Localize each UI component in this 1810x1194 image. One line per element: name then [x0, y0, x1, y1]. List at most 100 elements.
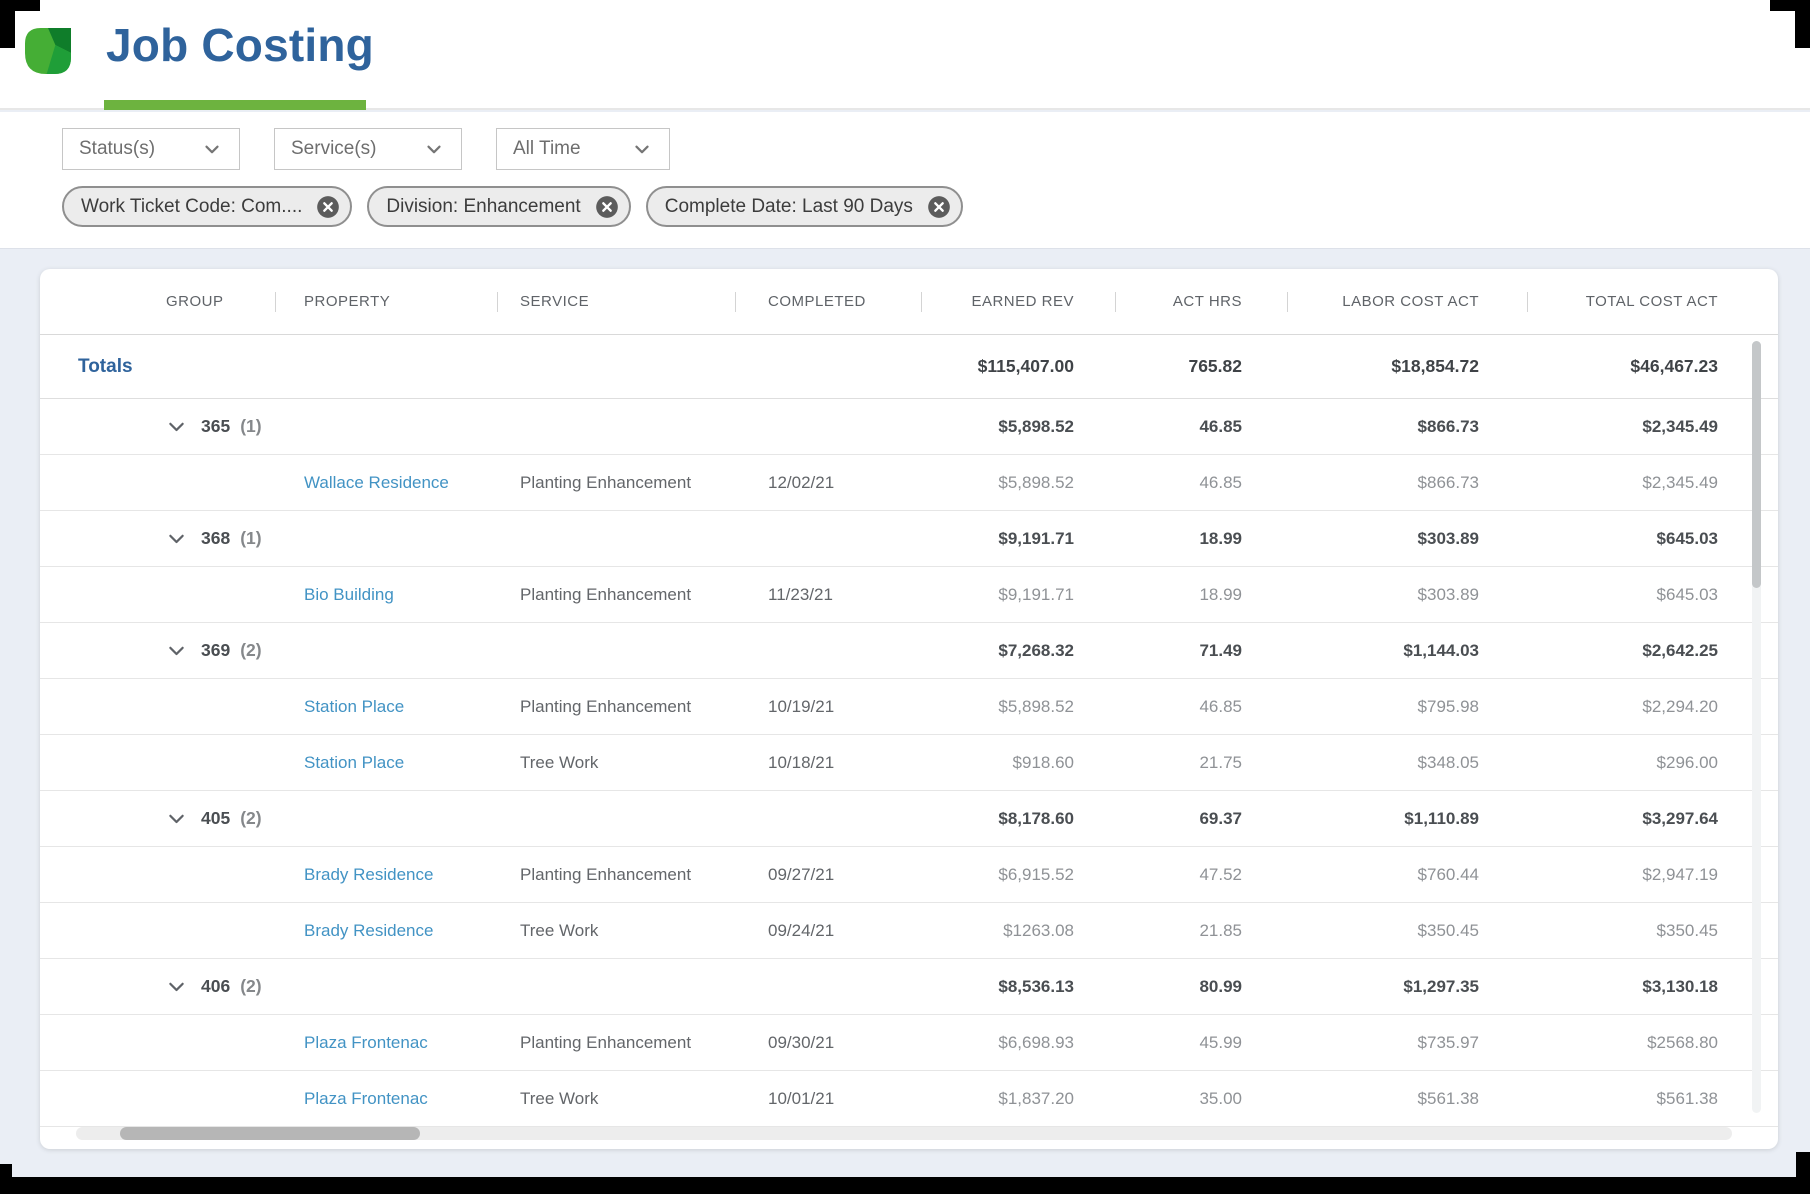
completed-date: 11/23/21	[768, 585, 833, 605]
earned-rev-value: $918.60	[1013, 753, 1074, 773]
service-cell: Tree Work	[498, 903, 736, 958]
act-hrs-cell: 47.52	[1116, 847, 1288, 902]
earned-rev-value: $9,191.71	[998, 529, 1074, 549]
service-label: Planting Enhancement	[520, 697, 691, 717]
chip-label: Complete Date: Last 90 Days	[665, 196, 913, 218]
property-cell	[276, 959, 498, 1014]
earned-rev-cell: $9,191.71	[922, 567, 1116, 622]
column-header-labor-cost-act[interactable]: LABOR COST ACT	[1288, 269, 1528, 334]
horizontal-scrollbar-track[interactable]	[76, 1127, 1732, 1140]
filter-chip-work-ticket-code-com: Work Ticket Code: Com....	[62, 186, 352, 227]
leaf-logo-icon	[25, 27, 71, 75]
total-cost-act-value: $2,294.20	[1642, 697, 1718, 717]
column-header-act-hrs[interactable]: ACT HRS	[1116, 269, 1288, 334]
earned-rev-cell: $5,898.52	[922, 455, 1116, 510]
completed-date: 10/18/21	[768, 753, 834, 773]
remove-chip-button[interactable]	[594, 194, 620, 220]
chip-label: Work Ticket Code: Com....	[81, 196, 302, 218]
group-cell-empty	[40, 847, 276, 902]
property-link[interactable]: Plaza Frontenac	[304, 1089, 428, 1109]
service-cell	[498, 511, 736, 566]
group-cell-empty	[40, 567, 276, 622]
act-hrs-value: 46.85	[1199, 473, 1242, 493]
act-hrs-cell: 71.49	[1116, 623, 1288, 678]
table-header-row: GROUPPROPERTYSERVICECOMPLETEDEARNED REVA…	[40, 269, 1778, 335]
act-hrs-cell: 69.37	[1116, 791, 1288, 846]
horizontal-scrollbar-thumb[interactable]	[120, 1127, 420, 1140]
completed-cell: 10/19/21	[736, 679, 922, 734]
group-toggle[interactable]: 405(2)	[40, 791, 276, 846]
filter-dropdown-all-time[interactable]: All Time	[496, 128, 670, 170]
labor-cost-act-cell: $350.45	[1288, 903, 1528, 958]
completed-cell: 10/18/21	[736, 735, 922, 790]
property-cell: Station Place	[276, 735, 498, 790]
total-cost-act-cell: $3,297.64	[1528, 791, 1778, 846]
act-hrs-cell: 45.99	[1116, 1015, 1288, 1070]
labor-cost-act-value: $561.38	[1418, 1089, 1479, 1109]
totals-labor-cost-act: $18,854.72	[1391, 356, 1479, 377]
service-cell	[498, 959, 736, 1014]
group-toggle[interactable]: 406(2)	[40, 959, 276, 1014]
completed-cell: 09/24/21	[736, 903, 922, 958]
act-hrs-cell: 21.85	[1116, 903, 1288, 958]
service-label: Tree Work	[520, 753, 598, 773]
labor-cost-act-value: $1,144.03	[1403, 641, 1479, 661]
labor-cost-act-value: $303.89	[1418, 585, 1479, 605]
vertical-scrollbar-track[interactable]	[1752, 341, 1761, 1113]
total-cost-act-cell: $2,642.25	[1528, 623, 1778, 678]
act-hrs-value: 21.75	[1199, 753, 1242, 773]
page-body: GROUPPROPERTYSERVICECOMPLETEDEARNED REVA…	[0, 248, 1810, 1194]
total-cost-act-value: $2568.80	[1647, 1033, 1718, 1053]
service-cell	[498, 623, 736, 678]
column-header-completed[interactable]: COMPLETED	[736, 269, 922, 334]
screenshot-corner-artifact	[0, 0, 15, 48]
totals-earned-rev: $115,407.00	[978, 356, 1074, 377]
filter-dropdown-service-s[interactable]: Service(s)	[274, 128, 462, 170]
earned-rev-value: $1,837.20	[998, 1089, 1074, 1109]
service-cell: Tree Work	[498, 1071, 736, 1126]
property-link[interactable]: Station Place	[304, 697, 404, 717]
act-hrs-value: 21.85	[1199, 921, 1242, 941]
property-link[interactable]: Brady Residence	[304, 921, 433, 941]
labor-cost-act-cell: $795.98	[1288, 679, 1528, 734]
vertical-scrollbar-thumb[interactable]	[1752, 341, 1761, 588]
labor-cost-act-cell: $561.38	[1288, 1071, 1528, 1126]
column-header-property[interactable]: PROPERTY	[276, 269, 498, 334]
service-cell: Planting Enhancement	[498, 847, 736, 902]
group-toggle[interactable]: 369(2)	[40, 623, 276, 678]
completed-cell: 09/27/21	[736, 847, 922, 902]
earned-rev-value: $5,898.52	[998, 473, 1074, 493]
filter-dropdown-status-s[interactable]: Status(s)	[62, 128, 240, 170]
table-body: 365(1) $5,898.52 46.85 $866.73 $2,345.49 Wall…	[40, 399, 1778, 1127]
remove-chip-button[interactable]	[926, 194, 952, 220]
earned-rev-value: $8,178.60	[998, 809, 1074, 829]
column-header-total-cost-act[interactable]: TOTAL COST ACT	[1528, 269, 1778, 334]
total-cost-act-value: $3,130.18	[1642, 977, 1718, 997]
column-header-earned-rev[interactable]: EARNED REV	[922, 269, 1116, 334]
group-toggle[interactable]: 368(1)	[40, 511, 276, 566]
remove-chip-button[interactable]	[315, 194, 341, 220]
screenshot-corner-artifact	[0, 1164, 12, 1194]
dropdown-label: Status(s)	[79, 138, 155, 160]
property-link[interactable]: Bio Building	[304, 585, 394, 605]
labor-cost-act-cell: $303.89	[1288, 511, 1528, 566]
labor-cost-act-value: $866.73	[1418, 473, 1479, 493]
property-link[interactable]: Brady Residence	[304, 865, 433, 885]
completed-cell: 09/30/21	[736, 1015, 922, 1070]
total-cost-act-value: $2,345.49	[1642, 417, 1718, 437]
earned-rev-cell: $1263.08	[922, 903, 1116, 958]
property-link[interactable]: Wallace Residence	[304, 473, 449, 493]
act-hrs-value: 69.37	[1199, 809, 1242, 829]
filter-dropdowns: Status(s) Service(s) All Time	[62, 128, 670, 170]
chevron-down-icon	[166, 808, 187, 829]
column-header-service[interactable]: SERVICE	[498, 269, 736, 334]
column-header-group[interactable]: GROUP	[40, 269, 276, 334]
act-hrs-value: 35.00	[1199, 1089, 1242, 1109]
property-link[interactable]: Plaza Frontenac	[304, 1033, 428, 1053]
property-cell	[276, 791, 498, 846]
service-label: Tree Work	[520, 1089, 598, 1109]
group-toggle[interactable]: 365(1)	[40, 399, 276, 454]
property-cell: Brady Residence	[276, 847, 498, 902]
property-link[interactable]: Station Place	[304, 753, 404, 773]
total-cost-act-cell: $2568.80	[1528, 1015, 1778, 1070]
